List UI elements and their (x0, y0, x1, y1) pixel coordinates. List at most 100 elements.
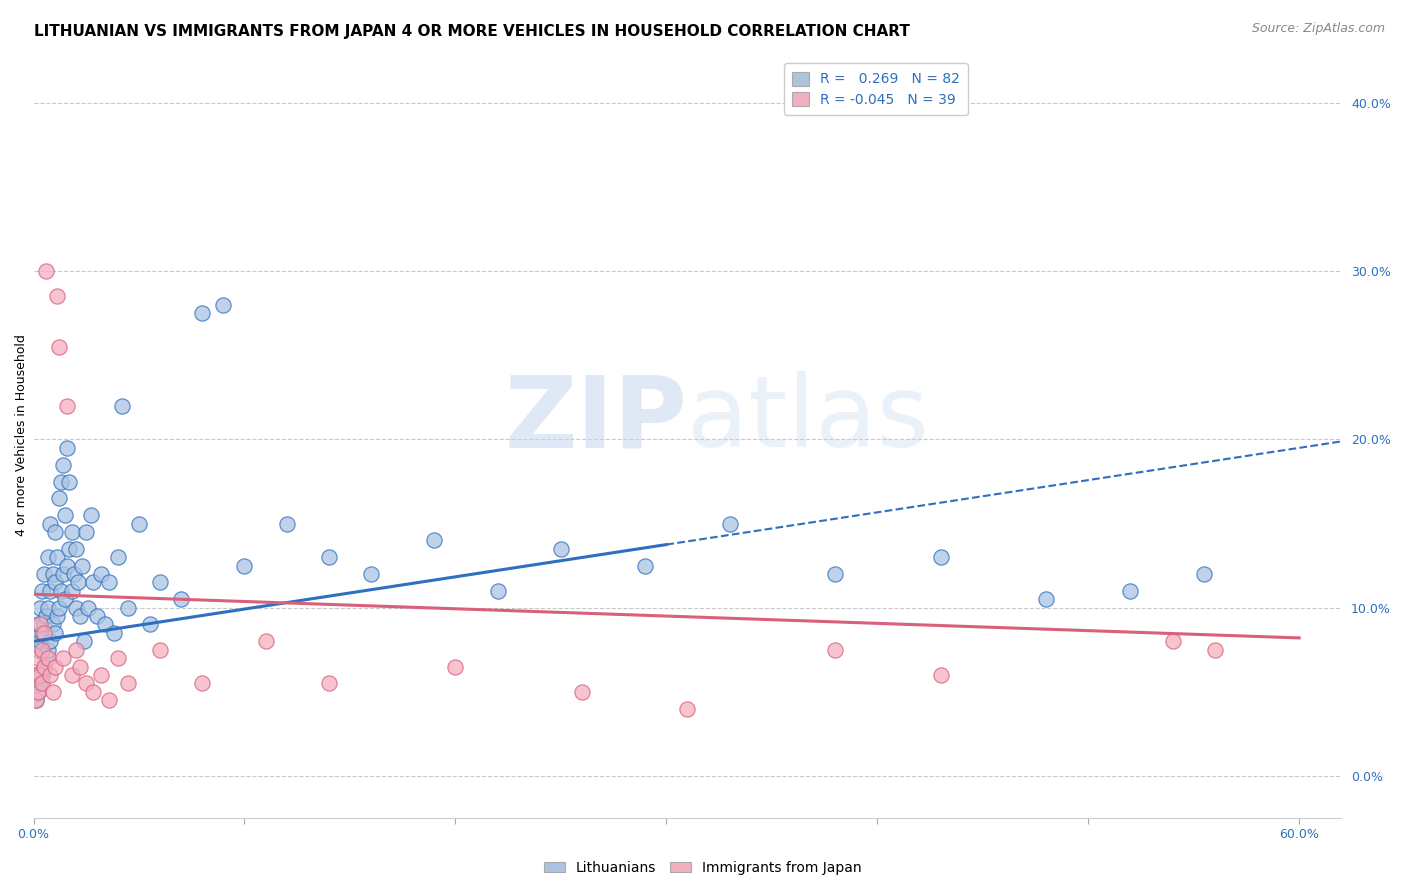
Point (90, 567, 112, 582)
Point (444, 659, 467, 673)
Point (94, 617, 117, 632)
Point (75, 676, 97, 690)
Point (39, 583, 62, 598)
Text: Source: ZipAtlas.com: Source: ZipAtlas.com (1251, 22, 1385, 36)
Point (60, 524, 83, 539)
Point (39, 516, 62, 531)
Text: LITHUANIAN VS IMMIGRANTS FROM JAPAN 4 OR MORE VEHICLES IN HOUSEHOLD CORRELATION : LITHUANIAN VS IMMIGRANTS FROM JAPAN 4 OR… (34, 24, 910, 39)
Point (1161, 634, 1184, 648)
Point (149, 575, 172, 590)
Point (824, 642, 846, 657)
Point (24, 693, 46, 707)
Point (318, 676, 340, 690)
Point (107, 651, 129, 665)
Point (58, 475, 80, 489)
Point (52, 567, 75, 582)
Point (69, 609, 91, 624)
Point (571, 685, 593, 699)
Point (31, 676, 53, 690)
Point (98, 693, 121, 707)
Point (191, 676, 214, 690)
Point (39, 634, 62, 648)
Y-axis label: 4 or more Vehicles in Household: 4 or more Vehicles in Household (15, 334, 28, 536)
Point (39, 668, 62, 682)
Legend: Lithuanians, Immigrants from Japan: Lithuanians, Immigrants from Japan (538, 855, 868, 880)
Point (233, 558, 256, 573)
Point (41, 685, 63, 699)
Point (634, 558, 657, 573)
Point (550, 541, 572, 556)
Point (32, 659, 55, 673)
Point (41, 567, 63, 582)
Point (103, 626, 125, 640)
Point (28, 668, 51, 682)
Point (254, 634, 277, 648)
Point (48, 491, 70, 506)
Point (44, 575, 66, 590)
Point (65, 642, 87, 657)
Point (28, 617, 51, 632)
Point (32, 617, 55, 632)
Point (24, 668, 46, 682)
Text: atlas: atlas (688, 371, 929, 468)
Point (28, 600, 51, 615)
Point (52, 458, 75, 472)
Point (79, 508, 101, 523)
Point (70, 558, 93, 573)
Text: ZIP: ZIP (505, 371, 688, 468)
Point (35, 264, 58, 278)
Point (824, 567, 846, 582)
Point (27, 685, 49, 699)
Point (48, 340, 70, 354)
Point (32, 659, 55, 673)
Point (1204, 642, 1226, 657)
Point (49, 475, 72, 489)
Point (170, 592, 193, 607)
Point (28, 634, 51, 648)
Point (56, 441, 79, 455)
Point (27, 617, 49, 632)
Point (82, 575, 104, 590)
Point (423, 533, 446, 548)
Point (35, 609, 58, 624)
Point (37, 651, 59, 665)
Point (62, 567, 84, 582)
Point (191, 306, 214, 320)
Point (56, 558, 79, 573)
Point (56, 399, 79, 413)
Point (53, 592, 76, 607)
Point (24, 668, 46, 682)
Point (98, 575, 121, 590)
Point (45, 550, 67, 565)
Point (73, 634, 96, 648)
Point (929, 668, 952, 682)
Point (48, 600, 70, 615)
Point (107, 550, 129, 565)
Point (128, 516, 150, 531)
Point (24, 693, 46, 707)
Point (37, 642, 59, 657)
Point (676, 701, 699, 715)
Point (65, 541, 87, 556)
Point (86, 609, 108, 624)
Point (1194, 567, 1216, 582)
Point (35, 651, 58, 665)
Point (149, 642, 172, 657)
Point (27, 685, 49, 699)
Point (44, 659, 66, 673)
Point (66, 575, 89, 590)
Point (276, 516, 298, 531)
Point (111, 399, 134, 413)
Point (60, 583, 83, 598)
Point (117, 600, 139, 615)
Point (77, 600, 100, 615)
Point (82, 685, 104, 699)
Point (37, 550, 59, 565)
Point (28, 676, 51, 690)
Point (27, 642, 49, 657)
Point (31, 642, 53, 657)
Point (212, 298, 235, 312)
Point (32, 626, 55, 640)
Point (31, 583, 53, 598)
Point (718, 516, 741, 531)
